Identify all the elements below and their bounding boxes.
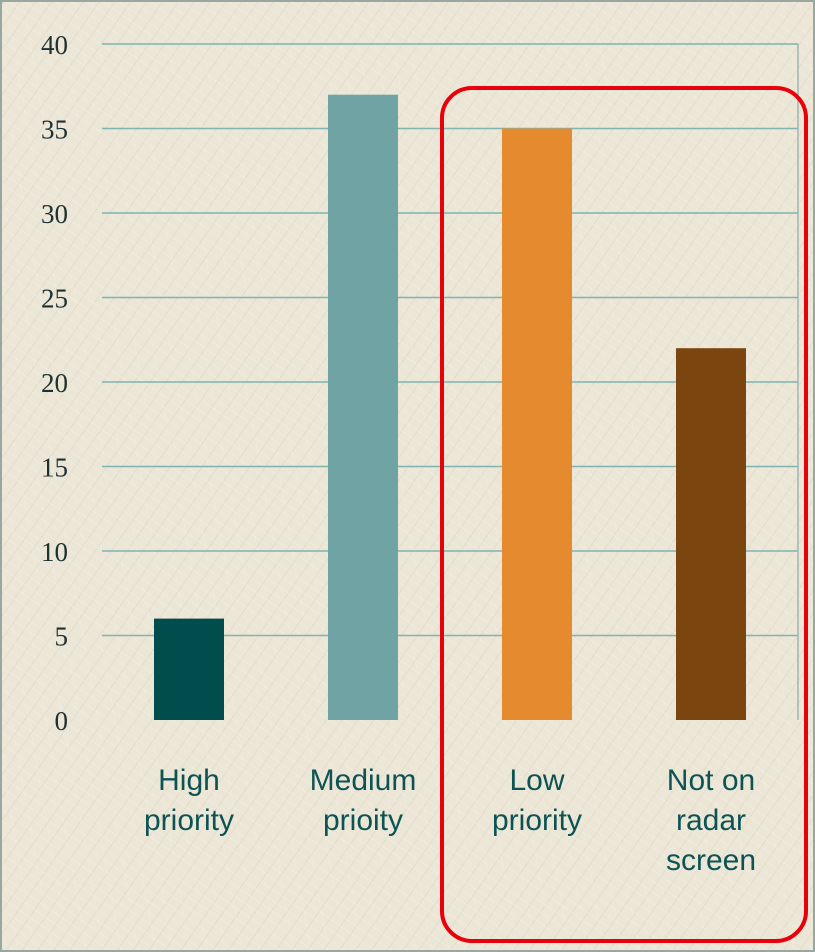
bar [502,128,572,720]
highlight-rectangle [440,86,808,943]
y-tick-label: 10 [41,537,68,567]
y-tick-label: 20 [41,368,68,398]
highlight-box [440,86,808,943]
bars [154,94,746,720]
bar [154,618,224,720]
y-tick-label: 40 [41,30,68,60]
y-tick-label: 25 [41,284,68,314]
y-tick-label: 35 [41,115,68,145]
y-tick-label: 0 [55,706,69,736]
x-tick-label: High priority [144,764,234,837]
x-axis: High priority Medium prioity Low priority Not … [144,764,756,877]
y-axis: 0 5 10 15 20 25 30 35 40 [41,30,68,736]
y-tick-label: 5 [55,622,69,652]
bar [676,348,746,720]
x-tick-label: Medium prioity [310,764,417,837]
x-tick-label: Low priority [492,764,582,837]
bar [328,94,398,720]
y-tick-label: 30 [41,199,68,229]
y-tick-label: 15 [41,453,68,483]
x-tick-label: Not on radar screen [666,764,756,877]
